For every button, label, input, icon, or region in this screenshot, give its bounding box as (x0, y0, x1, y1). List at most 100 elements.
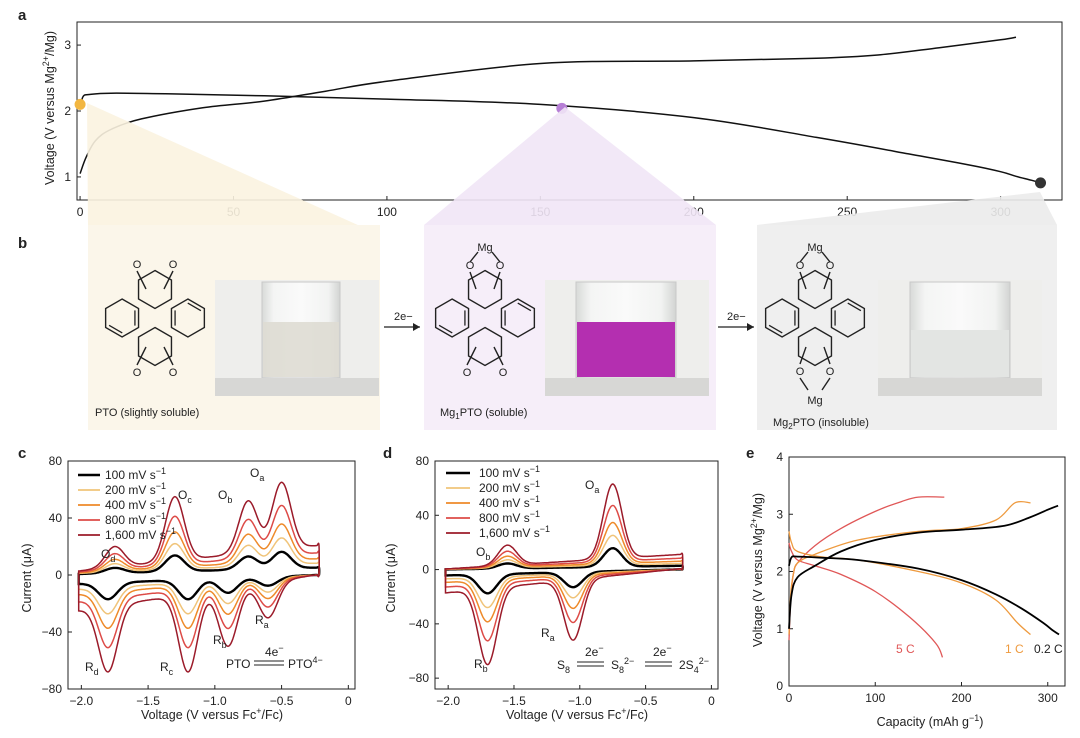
panel-e-xtick-label: 100 (865, 691, 885, 705)
panel-d-axes-frame (434, 460, 719, 690)
panel-e-ytick-label: 0 (776, 679, 783, 693)
mg1pto-atom-o: O (499, 367, 508, 379)
mg2pto-atom-o: O (826, 366, 835, 378)
panel-d-chart: −2.0 −1.5 −1.0 −0.5 0 −80 −40 0 40 80 100 mV s−120… (409, 454, 719, 708)
panel-e-ytick-label: 3 (776, 507, 783, 521)
mg1pto-mg-bond-l (469, 251, 479, 263)
reaction-arrow-2-label: 2e− (727, 311, 746, 323)
mg1pto-ring-right-double (517, 302, 532, 312)
panel-d-legend-label: 200 mV s−1 (479, 479, 540, 495)
panel-c-legend-label: 1,600 mV s−1 (105, 526, 176, 542)
mg1pto-ring-left (434, 298, 470, 338)
mg1pto-carbonyl-0 (466, 346, 477, 366)
panel-d-peak-label: Ra (541, 626, 555, 643)
panel-d-xtick-label: −1.0 (568, 694, 592, 708)
panel-a-ytick-label: 1 (64, 170, 71, 184)
panel-e-ytick-label: 2 (776, 565, 783, 579)
pto-atom-o: O (169, 367, 178, 379)
panel-a-ytick-label: 2 (64, 104, 71, 118)
panel-c-peak-label: Oa (250, 466, 264, 483)
panel-e-ylabel: Voltage (V versus Mg2+/Mg) (749, 493, 765, 647)
mg1pto-o-bond-0 (469, 271, 477, 290)
panel-a-xtick-label: 100 (377, 205, 397, 219)
panel-label-d: d (383, 445, 392, 462)
panel-d-reaction-e2: 2e− (653, 643, 672, 659)
panel-a-discharge-curve (79, 92, 1041, 184)
mg1pto-atom-o: O (466, 260, 475, 272)
connector-start (87, 103, 380, 235)
panel-e-label-02c: 0.2 C (1034, 642, 1063, 656)
mg2pto-ring-right-double (847, 302, 862, 312)
mg1pto-ring-bottom (467, 326, 503, 367)
mg2pto-o-bond-top-1 (823, 271, 831, 290)
panel-d-ytick-label: 80 (416, 454, 430, 468)
panel-e-xlabel: Capacity (mAh g−1) (877, 713, 984, 729)
panel-c-peak-label: Ra (255, 613, 269, 630)
panel-c-xtick-label: 0 (345, 694, 352, 708)
panel-c-legend-label: 400 mV s−1 (105, 496, 166, 512)
mg2pto-atom-o: O (826, 260, 835, 272)
mg2pto-atom-mg-top: Mg (807, 242, 822, 254)
pto-ring-left (104, 298, 140, 338)
mg2pto-o-bond-top-0 (799, 271, 807, 290)
panel-a-marker-start (74, 98, 86, 110)
panel-d-reaction-s42: 2S42− (679, 656, 709, 675)
panel-d-xtick-label: −0.5 (634, 694, 658, 708)
panel-a-xtick-label: 0 (77, 205, 84, 219)
panel-c-reaction-left: PTO (226, 657, 250, 671)
panel-d-xtick-label: 0 (708, 694, 715, 708)
mg1pto-mg-bond-r (491, 251, 501, 263)
panel-d-ytick-label: 0 (422, 563, 429, 577)
panel-d-reaction-s82: S82− (611, 656, 634, 675)
panel-c-legend-label: 800 mV s−1 (105, 511, 166, 527)
panel-e-ytick-label: 1 (776, 622, 783, 636)
panel-c-ytick-label: 80 (49, 454, 63, 468)
panel-e-ytick-label: 4 (776, 450, 783, 464)
panel-c-legend-label: 100 mV s−1 (105, 466, 166, 482)
panel-c-xtick-label: −1.0 (203, 694, 227, 708)
panel-e-discharge-0 (788, 542, 944, 658)
vial-mg1pto (545, 280, 709, 396)
mg1pto-atom-o: O (496, 260, 505, 272)
panel-d-legend-label: 100 mV s−1 (479, 464, 540, 480)
vial-mg2pto (878, 280, 1042, 396)
panel-e-xtick-label: 0 (786, 691, 793, 705)
panel-e-discharge-1 (788, 531, 1031, 635)
panel-c-ytick-label: 0 (55, 568, 62, 582)
mg2pto-ring-left-double (768, 324, 783, 334)
connector-end (757, 192, 1057, 235)
panel-c-cv-1 (77, 537, 320, 615)
pto-carbonyl-3 (163, 346, 174, 366)
vial-mg1pto-liquid (577, 322, 675, 377)
panel-d-xtick-label: −2.0 (436, 694, 460, 708)
panel-c-peak-label: Od (101, 547, 115, 564)
panel-a-ytick-label: 3 (64, 38, 71, 52)
panel-e-charge-2 (788, 504, 1059, 629)
pto-carbonyl-2 (136, 346, 147, 366)
panel-d-xlabel: Voltage (V versus Fc+/Fc) (506, 706, 648, 722)
panel-c-cv-4 (77, 481, 320, 673)
panel-d-legend-label: 400 mV s−1 (479, 494, 540, 510)
mg2pto-label: Mg2PTO (insoluble) (773, 417, 869, 431)
mg2pto-o-bond-bot-1 (823, 346, 831, 365)
vial-pto (215, 280, 379, 396)
panel-d-reaction-s8: S8 (557, 658, 570, 675)
panel-c-ytick-label: −80 (42, 682, 63, 696)
pto-ring-left-double (108, 324, 123, 334)
panel-c-legend-label: 200 mV s−1 (105, 481, 166, 497)
reaction-arrow-1-label: 2e− (394, 311, 413, 323)
panel-a-ylabel: Voltage (V versus Mg2+/Mg) (41, 31, 57, 185)
panel-c-ytick-label: −40 (42, 625, 63, 639)
panel-c-peak-label: Rb (213, 633, 227, 650)
panel-d-peak-label: Ob (476, 545, 490, 562)
panel-c-xtick-label: −2.0 (69, 694, 93, 708)
mg2pto-o-bond-bot-0 (799, 346, 807, 365)
panel-e-discharge-2 (788, 555, 1060, 636)
panel-c-xlabel: Voltage (V versus Fc+/Fc) (141, 706, 283, 722)
panel-c-ytick-label: 40 (49, 511, 63, 525)
panel-e-label-5c: 5 C (896, 642, 915, 656)
connector-mid (424, 107, 716, 235)
panel-e-charge-1 (788, 500, 1031, 635)
